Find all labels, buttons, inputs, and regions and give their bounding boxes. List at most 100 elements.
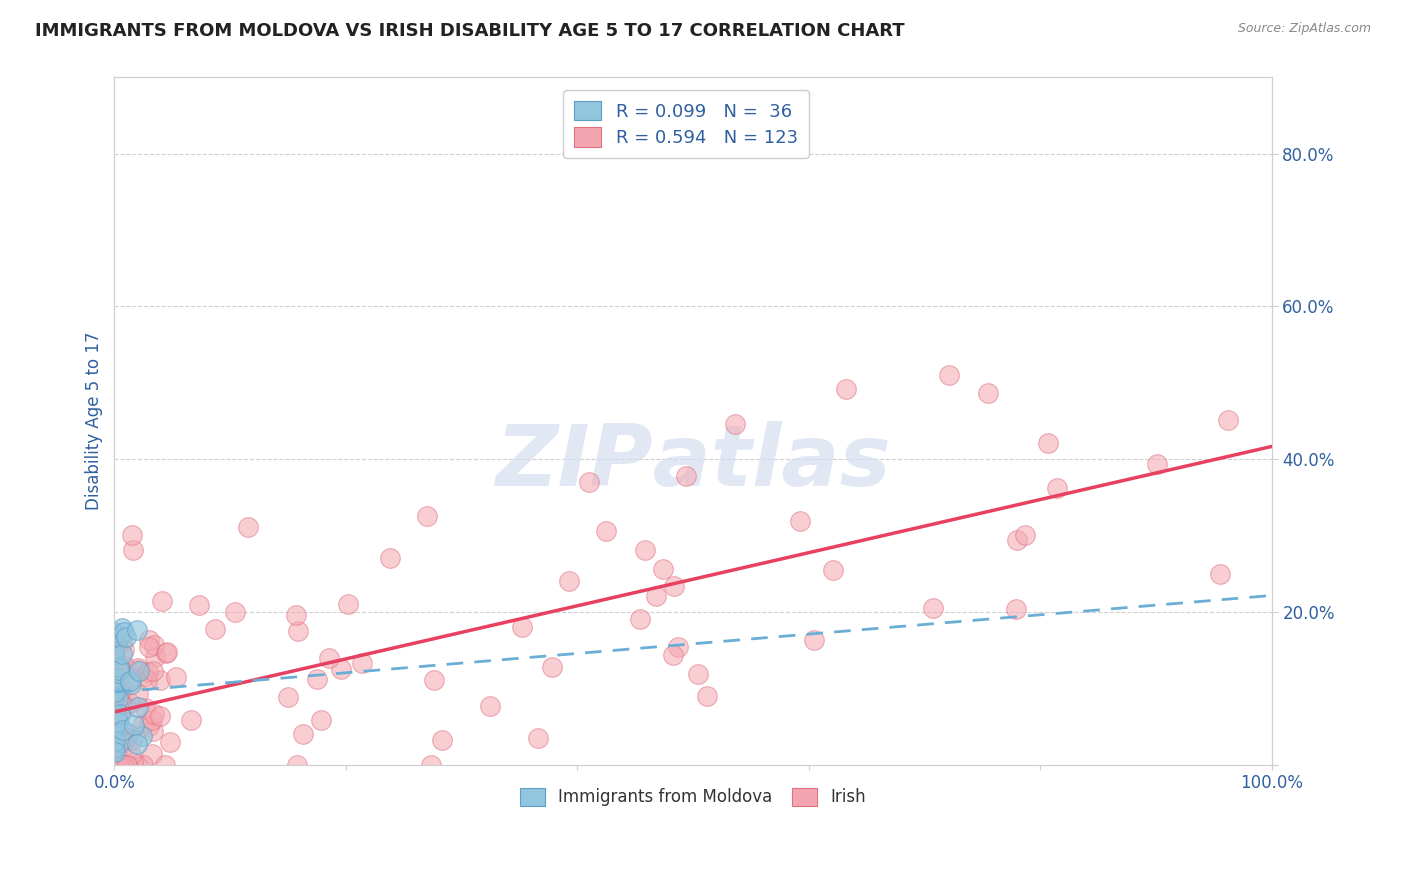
Point [105,636,128,650]
Point [204,622,226,636]
Point [662,648,685,662]
Point [478,698,501,713]
Point [120,677,142,691]
Point [143,650,166,665]
Point [108,757,131,772]
Point [236,520,259,534]
Point [977,386,1000,401]
Point [285,608,308,623]
Point [821,563,844,577]
Point [287,624,309,639]
Point [634,542,657,557]
Point [108,757,131,772]
Point [120,697,142,711]
Point [156,645,179,659]
Point [309,713,332,727]
Point [112,642,135,657]
Point [127,687,149,701]
Point [111,698,134,712]
Point [107,757,129,772]
Point [111,757,134,772]
Point [125,623,148,637]
Point [350,657,373,671]
Point [103,683,125,698]
Point [136,673,159,688]
Point [104,757,127,772]
Point [155,646,177,660]
Point [103,723,125,738]
Point [125,737,148,751]
Point [337,598,360,612]
Point [107,715,129,730]
Point [141,665,163,679]
Point [112,757,135,772]
Point [105,757,128,772]
Point [149,673,172,687]
Point [127,699,149,714]
Point [645,590,668,604]
Point [224,605,246,619]
Point [104,757,127,772]
Point [142,723,165,738]
Point [696,690,718,704]
Point [103,671,125,685]
Point [122,755,145,769]
Point [512,620,534,634]
Point [112,624,135,639]
Point [103,690,125,705]
Point [652,561,675,575]
Point [108,735,131,749]
Point [103,648,125,662]
Point [105,709,128,723]
Point [1146,457,1168,471]
Point [103,741,125,756]
Point [1046,481,1069,495]
Point [307,672,329,686]
Point [103,695,125,709]
Point [165,670,187,684]
Point [107,757,129,772]
Point [132,716,155,731]
Y-axis label: Disability Age 5 to 17: Disability Age 5 to 17 [86,332,103,510]
Point [107,659,129,673]
Point [120,747,142,762]
Point [104,685,127,699]
Point [117,757,139,772]
Point [662,579,685,593]
Point [329,662,352,676]
Point [1014,527,1036,541]
Point [138,632,160,647]
Point [117,731,139,746]
Point [558,574,581,588]
Point [107,691,129,706]
Point [1208,566,1230,581]
Point [595,524,617,539]
Point [125,757,148,772]
Point [432,732,454,747]
Point [378,550,401,565]
Point [104,733,127,747]
Point [132,757,155,772]
Point [420,757,443,772]
Point [668,640,690,655]
Point [105,640,128,655]
Point [141,747,163,761]
Point [675,468,697,483]
Point [142,638,165,652]
Point [180,713,202,727]
Point [188,598,211,612]
Point [578,475,600,490]
Point [127,664,149,678]
Text: Source: ZipAtlas.com: Source: ZipAtlas.com [1237,22,1371,36]
Point [1005,602,1028,616]
Point [103,744,125,758]
Point [141,714,163,728]
Point [114,699,136,714]
Point [134,668,156,682]
Point [115,757,138,772]
Point [114,757,136,772]
Point [103,728,125,742]
Point [1007,533,1029,548]
Point [112,757,135,772]
Point [121,528,143,542]
